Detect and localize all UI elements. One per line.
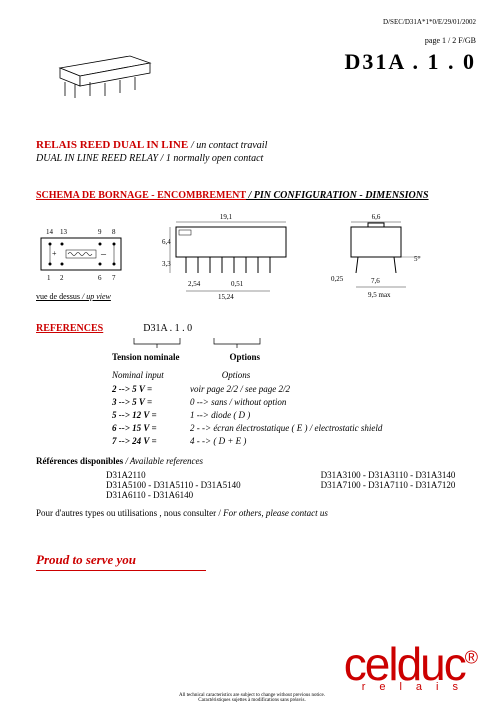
svg-text:7,6: 7,6 [371,277,380,285]
proud-tagline: Proud to serve you [36,552,476,568]
logo-main: celduc® [344,646,476,683]
svg-text:6: 6 [98,274,102,282]
references-code: D31A . 1 . 0 [143,323,192,334]
col-nominal: Nominal input [112,370,164,380]
pin-diagram-block: 14 13 9 8 + – 1 2 6 7 vue de dessus / up… [36,226,146,301]
section-title-it: / PIN CONFIGURATION - DIMENSIONS [246,190,429,201]
ref-item: D31A7100 - D31A7110 - D31A7120 [321,480,456,490]
disclaimer: All technical caracteristics are subject… [0,693,504,703]
ref-item: D31A2110 [106,470,241,480]
references-title: REFERENCES [36,323,103,334]
references-header: REFERENCES D31A . 1 . 0 [36,323,476,334]
table-row: 5 --> 12 V =1 --> diode ( D ) [112,410,476,420]
note-fr: Pour d'autres types ou utilisations , no… [36,508,223,518]
svg-text:15,24: 15,24 [218,293,234,301]
avail-en: / Available references [123,456,203,466]
svg-text:2,54: 2,54 [188,280,201,288]
contact-note: Pour d'autres types ou utilisations , no… [36,508,476,518]
note-en: For others, please contact us [223,508,328,518]
section-title-red: SCHEMA DE BORNAGE - ENCOMBREMENT [36,190,246,201]
svg-text:0,25: 0,25 [331,275,344,283]
table-row: 6 --> 15 V =2 - -> écran électrostatique… [112,423,476,433]
svg-text:2: 2 [60,274,64,282]
heading-fr: / un contact travail [191,140,267,151]
svg-text:7: 7 [112,274,116,282]
avail-col1: D31A2110 D31A5100 - D31A5110 - D31A5140 … [106,470,241,500]
table-row: 3 --> 5 V =0 --> sans / without option [112,397,476,407]
ref-item: D31A5100 - D31A5110 - D31A5140 [106,480,241,490]
heading-red: RELAIS REED DUAL IN LINE [36,139,188,151]
svg-text:0,51: 0,51 [231,280,244,288]
diagrams-row: 14 13 9 8 + – 1 2 6 7 vue de dessus / up… [36,211,476,301]
options-table: 2 --> 5 V =voir page 2/2 / see page 2/2 … [112,384,476,446]
ref-item: D31A3100 - D31A3110 - D31A3140 [321,470,456,480]
avail-col2: D31A3100 - D31A3110 - D31A3140 D31A7100 … [321,470,456,500]
pin-diagram: 14 13 9 8 + – 1 2 6 7 [36,226,146,286]
svg-text:13: 13 [60,228,68,236]
relay-illustration [50,38,160,98]
bracket-row [132,336,476,350]
side-dimension-diagram: 6,6 5° 0,25 7,6 9,5 max [326,211,436,301]
table-row: 2 --> 5 V =voir page 2/2 / see page 2/2 [112,384,476,394]
svg-text:6,6: 6,6 [372,213,381,221]
table-row: 7 --> 24 V =4 - -> ( D + E ) [112,436,476,446]
doc-code: D/SEC/D31A*1*0/E/29/01/2002 [36,18,476,26]
col-tension: Tension nominale [112,352,179,362]
disclaimer-line2: Caractéristiques sujettes à modification… [0,698,504,703]
product-heading: RELAIS REED DUAL IN LINE / un contact tr… [36,139,476,151]
caption-it: / up view [80,292,111,301]
svg-text:14: 14 [46,228,54,236]
col-options: Options [229,352,260,362]
column-labels-en: Nominal input Options [112,370,476,380]
svg-text:9: 9 [98,228,102,236]
front-dimension-diagram: 19,1 6,4 3,3 2,54 0,51 15,24 [156,211,316,301]
svg-text:+: + [52,249,57,258]
svg-text:–: – [100,249,107,260]
available-refs-label: Références disponibles / Available refer… [36,456,476,466]
svg-text:5°: 5° [414,255,421,263]
svg-text:8: 8 [112,228,116,236]
available-refs-grid: D31A2110 D31A5100 - D31A5110 - D31A5140 … [106,470,476,500]
logo-sub: relais [344,681,476,693]
svg-text:9,5 max: 9,5 max [368,291,391,299]
svg-text:19,1: 19,1 [220,213,233,221]
ref-item: D31A6110 - D31A6140 [106,490,241,500]
celduc-logo: celduc® relais [344,646,476,693]
col-options-en: Options [222,370,251,380]
product-subheading: DUAL IN LINE REED RELAY / 1 normally ope… [36,153,476,164]
svg-text:1: 1 [47,274,51,282]
section-pinconfig-title: SCHEMA DE BORNAGE - ENCOMBREMENT / PIN C… [36,190,476,201]
caption-fr: vue de dessus [36,292,80,301]
column-labels-fr: Tension nominale Options [112,352,476,362]
upview-caption: vue de dessus / up view [36,292,146,301]
avail-fr: Références disponibles [36,456,123,466]
red-rule [36,570,206,571]
